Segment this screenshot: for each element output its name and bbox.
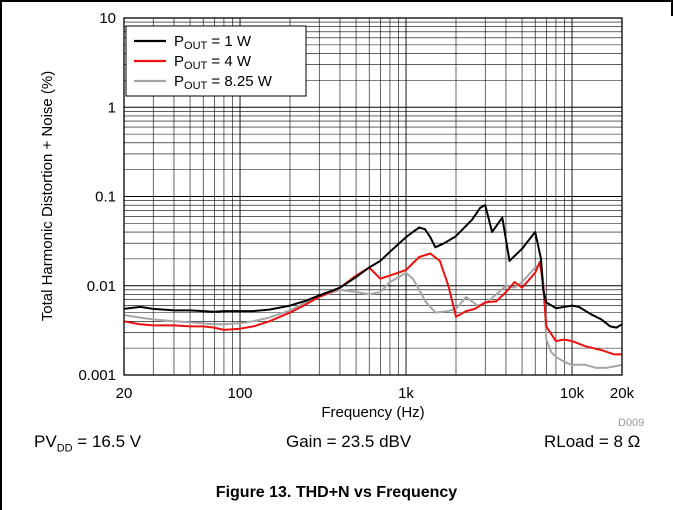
condition-rload: RLoad = 8 Ω (544, 432, 641, 451)
y-tick-label: 0.001 (78, 367, 116, 384)
x-tick-label: 10k (560, 385, 585, 402)
y-axis-label: Total Harmonic Distortion + Noise (%) (39, 71, 56, 322)
series-line-2 (123, 252, 622, 356)
y-tick-label: 0.01 (87, 278, 116, 295)
tick-labels: 20 100 1k 10k 20k 0.001 0.01 0.1 1 10 (78, 10, 634, 402)
series-layer (123, 204, 623, 369)
thd-n-chart: 20 100 1k 10k 20k 0.001 0.01 0.1 1 10 Frequency (… (39, 10, 635, 421)
page-frame-left (0, 0, 2, 510)
y-tick-label: 1 (108, 99, 116, 116)
pvdd-subscript: DD (56, 442, 73, 455)
figure-caption: Figure 13. THD+N vs Frequency (215, 484, 458, 501)
pvdd-symbol: PV (34, 432, 57, 451)
y-tick-label: 10 (99, 10, 116, 27)
condition-gain: Gain = 23.5 dBV (286, 432, 412, 451)
legend-label-3: POUT = 8.25 W (174, 73, 273, 92)
x-axis-label: Frequency (Hz) (321, 404, 424, 421)
y-tick-label: 0.1 (95, 189, 116, 206)
condition-pvdd: PVDD = 16.5 V (34, 432, 141, 454)
series-line-3 (123, 262, 623, 369)
series-line-1 (123, 204, 623, 329)
legend-label-1: POUT = 1 W (174, 33, 252, 52)
document-id: D009 (618, 417, 645, 429)
plot-frame (123, 17, 623, 376)
pvdd-value: = 16.5 V (72, 432, 142, 451)
legend-label-2: POUT = 4 W (174, 53, 252, 72)
page-frame-right (671, 0, 673, 16)
x-tick-label: 100 (228, 385, 253, 402)
x-tick-label: 20k (610, 385, 635, 402)
page-frame-top (0, 0, 673, 2)
x-tick-label: 1k (398, 385, 414, 402)
x-tick-label: 20 (116, 385, 133, 402)
